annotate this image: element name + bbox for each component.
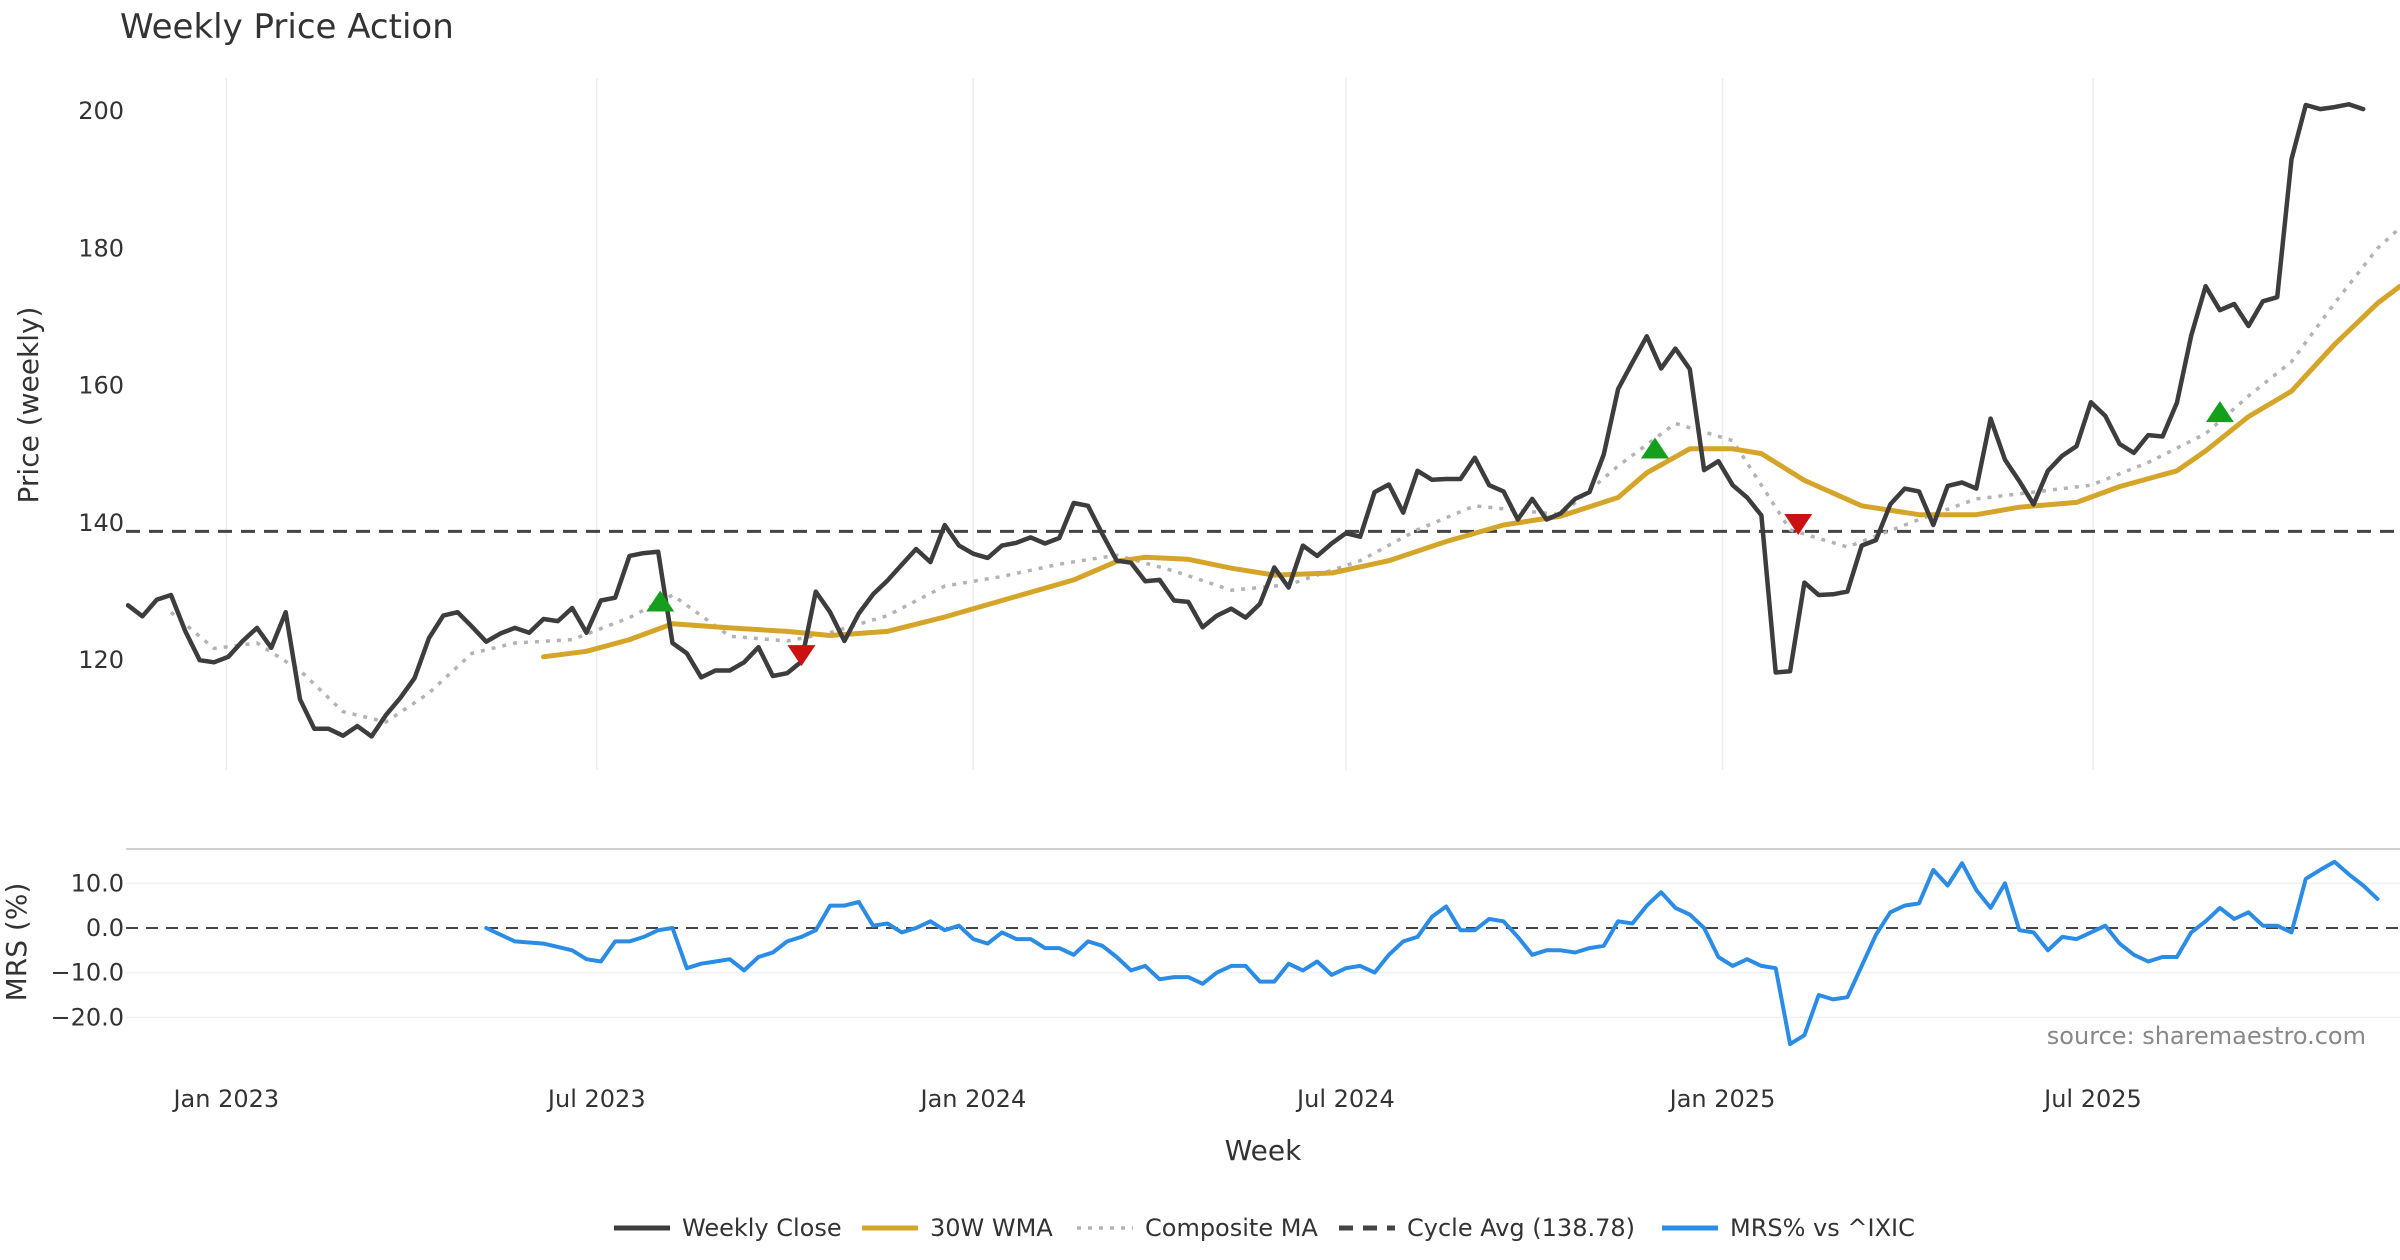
legend-mrs-label: MRS% vs ^IXIC [1730, 1214, 1915, 1242]
x-tick-label: Jan 2023 [171, 1085, 279, 1113]
mrs-series [126, 859, 2400, 1047]
x-tick-label: Jul 2025 [2042, 1085, 2142, 1113]
mrs-line [484, 859, 2380, 1047]
legend: Weekly Close 30W WMA Composite MA Cycle Avg… [614, 1214, 1915, 1242]
price-y-ticks: 120 140 160 180 200 [78, 97, 124, 674]
mrs-axis-label: MRS (%) [0, 883, 33, 1002]
legend-weekly-close-label: Weekly Close [682, 1214, 842, 1242]
price-y-tick: 140 [78, 509, 124, 537]
signal-markers [646, 401, 2234, 667]
sell-signal-marker [1784, 514, 1813, 535]
mrs-y-ticks: 10.0 0.0 −10.0 −20.0 [50, 869, 124, 1031]
mrs-y-tick: 10.0 [71, 869, 124, 897]
mrs-y-tick: −20.0 [50, 1003, 124, 1031]
x-tick-label: Jul 2023 [546, 1085, 646, 1113]
buy-signal-marker [646, 590, 675, 612]
buy-signal-marker [2205, 401, 2234, 423]
price-y-tick: 160 [78, 372, 124, 400]
x-ticks: Jan 2023 Jul 2023 Jan 2024 Jul 2024 Jan 2025… [171, 1085, 2141, 1113]
price-y-tick: 200 [78, 97, 124, 125]
sell-signal-marker [787, 645, 816, 667]
x-tick-label: Jul 2024 [1295, 1085, 1395, 1113]
legend-cycle-avg-label: Cycle Avg (138.78) [1407, 1214, 1635, 1242]
legend-composite-ma-label: Composite MA [1145, 1214, 1318, 1242]
wma-30w-line [541, 283, 2400, 660]
price-y-tick: 180 [78, 234, 124, 262]
composite-ma-line [169, 226, 2400, 724]
bottom-panel-grid [126, 882, 2400, 1019]
legend-30w-wma-label: 30W WMA [930, 1214, 1053, 1242]
chart-title: Weekly Price Action [120, 7, 454, 47]
buy-signal-marker [1640, 437, 1669, 459]
top-panel-grid [225, 78, 2094, 770]
mrs-y-tick: −10.0 [50, 959, 124, 987]
price-y-tick: 120 [78, 646, 124, 674]
price-series [126, 102, 2400, 739]
x-tick-label: Jan 2024 [919, 1085, 1027, 1113]
source-note: source: sharemaestro.com [2047, 1022, 2366, 1050]
weekly-close-line [126, 102, 2366, 739]
price-axis-label: Price (weekly) [12, 307, 45, 504]
x-tick-label: Jan 2025 [1668, 1085, 1776, 1113]
x-axis-label: Week [1225, 1134, 1302, 1167]
mrs-y-tick: 0.0 [86, 914, 124, 942]
